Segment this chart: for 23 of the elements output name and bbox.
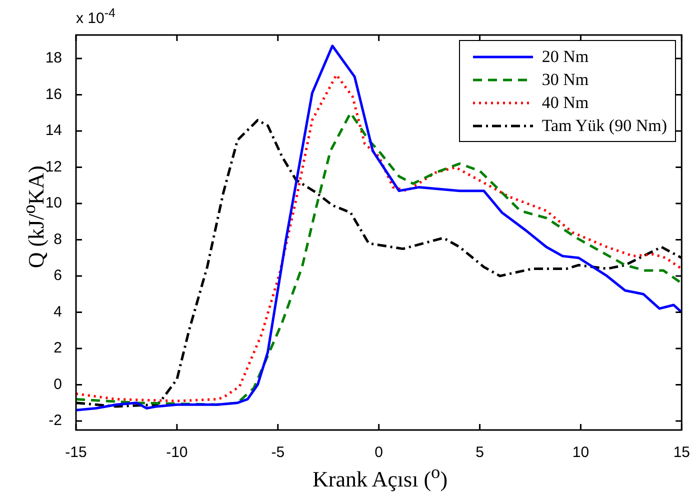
x-tick-label: 15 [673,444,690,462]
y-tick-label: 4 [54,303,62,320]
y-tick-label: 16 [45,86,62,103]
y-tick-label: 14 [45,122,62,140]
legend-label: 40 Nm [542,92,589,112]
y-tick-label: 18 [45,50,62,67]
y-tick-label: 8 [54,230,62,248]
legend-label: Tam Yük (90 Nm) [542,116,667,136]
text: x 10$^{-4}$ [76,6,116,27]
legend-label: 20 Nm [542,46,589,66]
x-tick-label: -5 [271,444,285,462]
x-tick-label: -10 [166,444,188,462]
legend-label: 30 Nm [542,70,589,90]
y-tick-label: 2 [54,340,62,357]
y-tick-label: 6 [54,267,62,284]
y-tick-label: 0 [54,376,62,393]
x-tick-label: -15 [65,444,87,462]
x-tick-label: 5 [476,444,484,462]
x-tick-label: 10 [572,444,590,462]
x-axis-title: Krank Açısı ($^{o}$) [311,462,449,492]
y-tick-label: 10 [45,194,62,212]
x-tick-label: 0 [374,444,383,462]
y-tick-label: -2 [48,412,62,430]
